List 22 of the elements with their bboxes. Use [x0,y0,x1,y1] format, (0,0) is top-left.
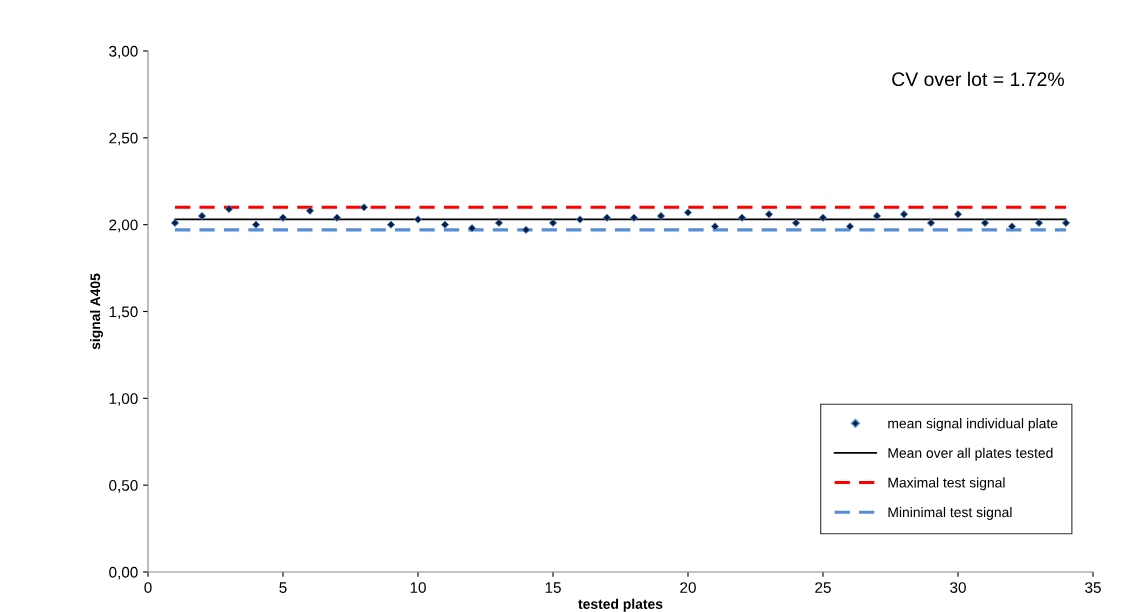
x-tick-label: 5 [279,582,287,593]
y-tick-label: 0,00 [109,566,138,580]
x-tick-label: 0 [144,582,152,593]
x-tick-label: 10 [410,582,426,593]
x-tick-label: 30 [950,582,966,593]
x-tick-label: 35 [1085,582,1101,593]
y-tick-label: 2,50 [109,132,138,146]
legend-label: Mean over all plates tested [888,447,1053,461]
x-tick-label: 20 [680,582,696,593]
legend-label: Mininimal test signal [888,506,1012,520]
legend-label: Maximal test signal [888,477,1005,491]
y-tick-label: 3,00 [109,45,138,59]
y-tick-label: 1,00 [109,393,138,406]
x-tick-label: 15 [545,582,561,593]
y-axis-title: signal A405 [89,273,103,350]
x-tick-label: 25 [815,582,831,593]
y-tick-label: 2,00 [109,219,138,233]
legend-label: mean signal individual plate [888,418,1058,432]
y-tick-label: 0,50 [109,480,138,493]
y-tick-label: 1,50 [109,306,138,319]
x-axis-title: tested plates [578,598,663,612]
annotation: CV over lot = 1.72% [892,71,1064,87]
